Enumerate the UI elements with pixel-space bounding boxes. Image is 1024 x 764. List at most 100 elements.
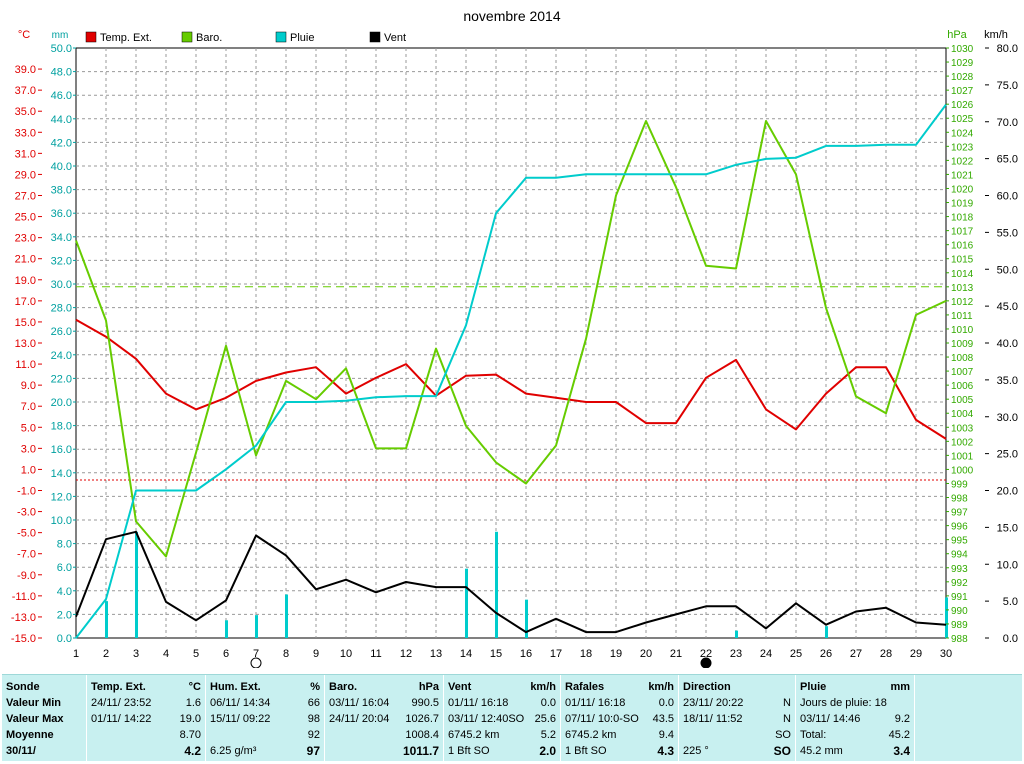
rain-tick-label: 44.0 <box>51 114 72 126</box>
temp-tick-label: 15.0 <box>15 317 36 329</box>
gust-bar <box>825 626 828 638</box>
day-tick-label: 10 <box>340 648 352 660</box>
temp-tick-label: 9.0 <box>21 380 36 392</box>
baro-tick-label: 1000 <box>951 465 974 476</box>
temp-tick-label: 5.0 <box>21 422 36 434</box>
temp-tick-label: 19.0 <box>15 275 36 287</box>
temp-tick-label: 17.0 <box>15 296 36 308</box>
gust-min-val: 0.0 <box>658 697 674 709</box>
rain-tick-label: 8.0 <box>57 539 72 551</box>
baro-tick-label: 1028 <box>951 72 974 83</box>
gust-bar <box>735 630 738 638</box>
day-tick-label: 29 <box>910 648 922 660</box>
new-moon-icon <box>700 657 712 668</box>
day-tick-label: 21 <box>670 648 682 660</box>
wind-unit: km/h <box>530 681 556 693</box>
rain-tick-label: 0.0 <box>57 633 72 645</box>
temp-tick-label: 27.0 <box>15 191 36 203</box>
baro-tick-label: 997 <box>951 508 968 519</box>
gust-max-val: 43.5 <box>652 713 674 725</box>
wind-tick-label: 50.0 <box>997 264 1018 276</box>
day-tick-label: 22 <box>700 648 712 660</box>
gust-header: Rafales <box>565 681 605 693</box>
baro-today: 1011.7 <box>402 744 439 758</box>
temp-tick-label: 37.0 <box>15 85 36 97</box>
gust-bar <box>255 615 258 638</box>
baro-tick-label: 1022 <box>951 156 974 167</box>
temp-tick-label: -11.0 <box>12 591 36 603</box>
legend-swatch <box>369 31 381 43</box>
dir-max-val: N <box>783 713 791 725</box>
day-tick-label: 18 <box>580 648 592 660</box>
dir-min-ts: 23/11/ 20:22 <box>683 697 744 709</box>
temp-tick-label: -9.0 <box>17 570 36 582</box>
day-tick-label: 4 <box>163 648 169 660</box>
series-line-baro <box>75 120 947 558</box>
chart-area: -15.0 -13.0 -11.0 -9.0 -7.0 -5.0 -3.0 -1.0 1.0 3.… <box>11 8 1018 668</box>
legend-label: Temp. Ext. <box>100 32 152 44</box>
hum-min-val: 66 <box>307 697 320 709</box>
rain-tick-label: 30.0 <box>51 279 72 291</box>
temp-min-ts: 24/11/ 23:52 <box>91 697 152 709</box>
rain-tick-label: 6.0 <box>57 562 72 574</box>
day-tick-label: 2 <box>103 648 109 660</box>
wind-tick-label: 70.0 <box>997 117 1018 129</box>
rain-max-val: 9.2 <box>894 713 910 725</box>
rain-tick-label: 48.0 <box>51 67 72 79</box>
wind-min-ts: 01/11/ 16:18 <box>448 697 509 709</box>
series-line-rain <box>75 104 947 639</box>
label-min: Valeur Min <box>6 697 62 709</box>
stats-col-gusts: Rafales km/h 01/11/ 16:18 0.0 07/11/ 10:0-… <box>561 675 679 761</box>
rain-total-label: Total: <box>800 729 827 741</box>
rain-tick-label: 20.0 <box>51 397 72 409</box>
gust-avg: 9.4 <box>658 729 674 741</box>
day-tick-label: 17 <box>550 648 562 660</box>
stats-col-baro: Baro. hPa 03/11/ 16:04 990.5 24/11/ 20:04 1… <box>325 675 444 761</box>
legend-swatch <box>85 31 97 43</box>
baro-header: Baro. <box>329 681 358 693</box>
rain-tick-label: 2.0 <box>57 609 72 621</box>
temp-tick-label: 31.0 <box>15 148 36 160</box>
label-sonde: Sonde <box>6 681 40 693</box>
hum-abs: 6.25 g/m³ <box>210 745 257 757</box>
dir-max-ts: 18/11/ 11:52 <box>683 713 743 725</box>
temp-tick-label: 1.0 <box>21 464 36 476</box>
dir-avg: SO <box>775 729 791 741</box>
hum-unit: % <box>310 681 320 693</box>
rain-tick-label: 34.0 <box>51 232 72 244</box>
hum-header: Hum. Ext. <box>210 681 261 693</box>
rain-tick-label: 16.0 <box>51 444 72 456</box>
dir-degrees: 225 ° <box>683 745 709 757</box>
gust-today: 4.3 <box>657 744 674 758</box>
wind-unit-label: km/h <box>984 29 1008 41</box>
full-moon-icon <box>250 657 262 668</box>
rain-tick-label: 32.0 <box>51 255 72 267</box>
day-tick-label: 3 <box>133 648 139 660</box>
hum-min-ts: 06/11/ 14:34 <box>210 697 271 709</box>
temp-tick-label: 35.0 <box>15 106 36 118</box>
baro-tick-label: 1001 <box>951 451 974 462</box>
wind-tick-label: 75.0 <box>997 80 1018 92</box>
baro-tick-label: 1008 <box>951 353 974 364</box>
temp-today: 4.2 <box>184 744 201 758</box>
baro-tick-label: 1002 <box>951 437 974 448</box>
gust-beaufort: 1 Bft SO <box>565 745 607 757</box>
day-tick-label: 5 <box>193 648 199 660</box>
temp-max-ts: 01/11/ 14:22 <box>91 713 152 725</box>
wind-tick-label: 35.0 <box>997 375 1018 387</box>
wind-avg: 5.2 <box>540 729 556 741</box>
temp-tick-label: -5.0 <box>17 528 36 540</box>
baro-tick-label: 1007 <box>951 367 974 378</box>
wind-tick-label: 45.0 <box>997 301 1018 313</box>
rain-max-ts: 03/11/ 14:46 <box>800 713 861 725</box>
chart-title: novembre 2014 <box>463 8 561 24</box>
wind-tick-label: 0.0 <box>1003 633 1018 645</box>
baro-tick-label: 1011 <box>951 311 973 322</box>
wind-tick-label: 10.0 <box>997 559 1018 571</box>
stats-col-direction: Direction 23/11/ 20:22 N 18/11/ 11:52 N SO… <box>679 675 796 761</box>
rain-tick-label: 40.0 <box>51 161 72 173</box>
baro-tick-label: 990 <box>951 606 968 617</box>
temp-min-val: 1.6 <box>185 697 201 709</box>
baro-tick-label: 988 <box>951 634 968 645</box>
baro-tick-label: 1019 <box>951 199 974 210</box>
